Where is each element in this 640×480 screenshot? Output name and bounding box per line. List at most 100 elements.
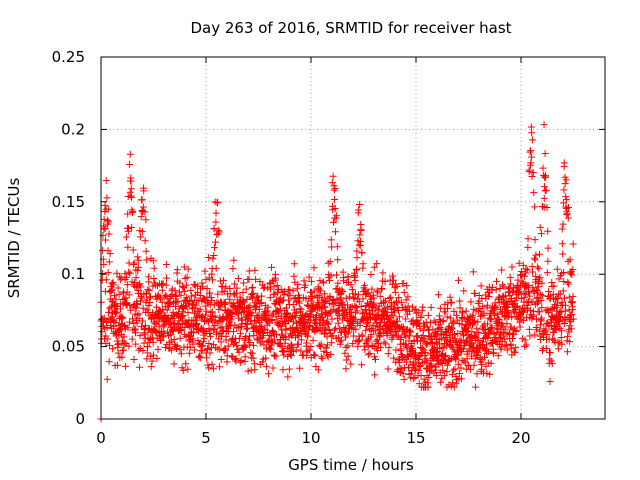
data-point	[477, 282, 485, 290]
data-point	[267, 345, 275, 353]
data-point	[449, 345, 457, 353]
data-point	[132, 274, 140, 282]
data-point	[205, 274, 213, 282]
data-point	[198, 342, 206, 350]
data-point	[327, 236, 335, 244]
data-point	[289, 287, 297, 295]
data-point	[422, 355, 430, 363]
data-point	[454, 276, 462, 284]
data-point	[382, 340, 390, 348]
data-point	[278, 330, 286, 338]
data-point	[467, 298, 475, 306]
data-point	[443, 361, 451, 369]
data-point	[126, 269, 134, 277]
data-point	[136, 280, 144, 288]
data-point	[456, 304, 464, 312]
data-point	[498, 266, 506, 274]
data-point	[372, 319, 380, 327]
data-point	[112, 319, 120, 327]
data-point	[330, 218, 338, 226]
data-point	[101, 224, 109, 232]
data-point	[104, 216, 112, 224]
data-point	[249, 354, 257, 362]
data-point	[119, 346, 127, 354]
data-point	[305, 273, 313, 281]
data-point	[239, 308, 247, 316]
data-point	[300, 277, 308, 285]
data-point	[122, 362, 130, 370]
data-point	[412, 349, 420, 357]
data-point	[483, 341, 491, 349]
data-point	[354, 291, 362, 299]
data-point	[263, 307, 271, 315]
data-point	[107, 286, 115, 294]
data-point	[559, 220, 567, 228]
data-point	[141, 237, 149, 245]
data-point	[568, 310, 576, 318]
data-point	[206, 289, 214, 297]
data-point	[531, 203, 539, 211]
data-point	[450, 307, 458, 315]
data-point	[529, 268, 537, 276]
data-point	[494, 352, 502, 360]
data-point	[184, 309, 192, 317]
data-point	[308, 293, 316, 301]
data-point	[516, 323, 524, 331]
data-point	[309, 336, 317, 344]
data-point	[124, 243, 132, 251]
data-point	[187, 292, 195, 300]
data-point	[469, 311, 477, 319]
data-point	[227, 322, 235, 330]
data-point	[143, 256, 151, 264]
data-point	[485, 292, 493, 300]
data-point	[288, 343, 296, 351]
data-point	[257, 323, 265, 331]
data-point	[139, 347, 147, 355]
data-point	[105, 218, 113, 226]
data-point	[365, 289, 373, 297]
data-point	[562, 196, 570, 204]
data-point	[206, 349, 214, 357]
data-point	[453, 311, 461, 319]
data-point	[117, 313, 125, 321]
data-point	[417, 371, 425, 379]
data-point	[102, 276, 110, 284]
data-point	[463, 355, 471, 363]
data-point	[332, 271, 340, 279]
data-point	[543, 269, 551, 277]
data-point	[317, 340, 325, 348]
data-point	[535, 265, 543, 273]
data-point	[371, 371, 379, 379]
data-point	[145, 302, 153, 310]
data-point	[441, 353, 449, 361]
data-point	[544, 244, 552, 252]
data-point	[149, 338, 157, 346]
data-point	[540, 194, 548, 202]
data-point	[199, 326, 207, 334]
data-point	[459, 345, 467, 353]
data-point	[378, 284, 386, 292]
data-point	[224, 342, 232, 350]
data-point	[216, 345, 224, 353]
data-point	[231, 291, 239, 299]
data-point	[520, 294, 528, 302]
data-point	[355, 298, 363, 306]
data-point	[345, 293, 353, 301]
data-point	[556, 313, 564, 321]
data-point	[344, 342, 352, 350]
data-point	[273, 282, 281, 290]
data-point	[270, 329, 278, 337]
data-point	[491, 299, 499, 307]
data-point	[184, 265, 192, 273]
data-point	[351, 302, 359, 310]
data-point	[190, 329, 198, 337]
data-point	[140, 187, 148, 195]
data-point	[362, 326, 370, 334]
data-point	[460, 287, 468, 295]
data-point	[564, 332, 572, 340]
data-point	[420, 375, 428, 383]
data-point	[244, 367, 252, 375]
data-point	[569, 292, 577, 300]
data-point	[249, 283, 257, 291]
data-point	[212, 264, 220, 272]
